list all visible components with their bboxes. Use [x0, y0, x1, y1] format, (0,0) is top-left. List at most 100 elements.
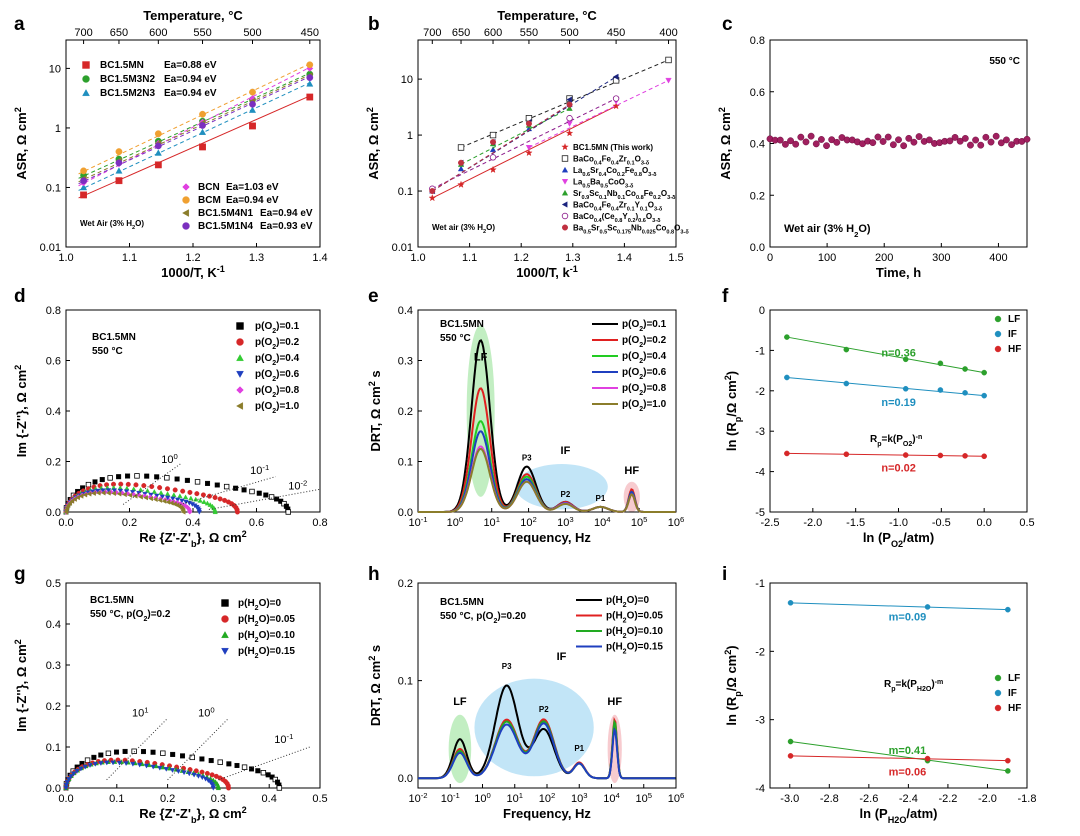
data-point: [191, 772, 197, 778]
data-point: [164, 486, 170, 492]
data-point: [80, 191, 87, 199]
legend-ea: Ea=0.94 eV: [260, 208, 313, 219]
data-point: [199, 122, 206, 129]
top-tick-label: 450: [301, 27, 319, 39]
legend-label: p(O2)=1.0: [255, 401, 300, 415]
data-point: [249, 88, 256, 96]
data-point: [199, 769, 205, 775]
data-point: [133, 482, 139, 488]
slope-label: m=0.06: [889, 767, 927, 779]
data-point: [902, 452, 909, 458]
data-point: [263, 492, 269, 498]
x-tick-label: -2.0: [978, 793, 997, 805]
legend-marker: [182, 196, 190, 204]
data-point: [1003, 136, 1010, 144]
legend-marker: [82, 89, 90, 97]
data-point: [937, 387, 944, 393]
data-point: [902, 385, 909, 392]
legend-marker: [561, 142, 569, 151]
legend-label: p(O2)=0.2: [255, 337, 300, 351]
legend-label: p(O2)=0.8: [622, 383, 667, 397]
data-point: [91, 754, 97, 760]
legend-marker: [221, 615, 229, 623]
legend-marker: [561, 155, 569, 162]
x-tick-label: 1.1: [462, 252, 477, 264]
data-point: [114, 749, 120, 755]
data-point: [65, 502, 71, 509]
top-tick-label: 500: [560, 27, 578, 39]
y-tick-label: 0.2: [398, 578, 413, 590]
plot-frame: [769, 582, 1028, 789]
legend-marker: [82, 61, 90, 69]
series-HF: [787, 753, 1011, 764]
data-point: [180, 488, 186, 494]
data-point: [784, 374, 790, 381]
data-point: [489, 165, 497, 173]
data-point: [80, 167, 87, 175]
x-tick-label: -2.6: [859, 793, 878, 805]
data-point: [962, 453, 968, 459]
legend-marker: [562, 224, 569, 231]
legend-marker: [236, 402, 244, 410]
data-point: [163, 767, 169, 772]
x-tick-label: 100: [447, 515, 464, 530]
data-point: [900, 142, 908, 150]
top-tick-label: 550: [193, 27, 211, 39]
data-point: [306, 74, 314, 82]
peak-label: P3: [522, 453, 532, 462]
frequency-label: 10-1: [274, 731, 293, 746]
panel-b: b 1.0 1.1 1.2 1.3 1.4 1.5 0.01 0.1 1 10 700 650 600 55…: [365, 8, 689, 280]
data-point: [956, 137, 964, 145]
data-point: [782, 140, 789, 148]
data-point: [87, 763, 93, 768]
x-tick-label: 102: [520, 515, 537, 530]
top-tick-label: 700: [423, 27, 441, 39]
data-point: [962, 390, 968, 396]
data-point: [797, 133, 805, 141]
x-tick-label: 10-1: [441, 791, 460, 806]
data-point: [981, 453, 987, 460]
legend-label: p(H2O)=0: [238, 598, 282, 612]
y-tick-label: 0.01: [392, 242, 413, 254]
data-point: [98, 761, 104, 766]
frequency-label: 10-1: [250, 463, 269, 478]
legend-marker: [994, 330, 1002, 338]
x-tick-label: 1.0: [58, 252, 73, 264]
panel-c: c 0 100 200 300 400 0.0 0.2 0.4 0.6 0.8 Time, h ASR,…: [717, 14, 1031, 280]
data-point: [249, 488, 255, 495]
y-tick-label: 0: [759, 305, 765, 317]
panel-label: c: [722, 14, 733, 35]
data-point: [140, 749, 146, 755]
data-point: [843, 380, 850, 387]
data-point: [884, 133, 892, 141]
fit-line: [790, 602, 1008, 611]
legend-marker: [236, 386, 244, 394]
panel-label: g: [14, 564, 26, 585]
data-point: [223, 483, 230, 490]
legend-label: BC1.5M3N2: [100, 74, 155, 85]
series-b-1: [457, 56, 672, 151]
top-tick-label: 600: [149, 27, 167, 39]
legend-marker: [236, 338, 244, 346]
panel-subtitle: 550 °C: [440, 333, 471, 344]
panel-title: BC1.5MN: [440, 597, 484, 608]
data-point: [182, 494, 189, 500]
x-tick-label: 104: [603, 791, 620, 806]
data-point: [787, 600, 794, 606]
fit-line: [528, 79, 669, 148]
legend-marker: [182, 183, 190, 191]
data-point: [171, 492, 177, 497]
legend-label: BC1.5M4N1: [198, 208, 253, 219]
legend-ea: Ea=0.94 eV: [164, 88, 217, 99]
data-point: [138, 494, 143, 500]
y-tick-label: 0.6: [46, 356, 61, 368]
frequency-label: 100: [161, 451, 178, 466]
panel-label: b: [368, 14, 380, 35]
data-point: [143, 495, 148, 501]
data-point: [69, 498, 75, 504]
data-point: [169, 768, 176, 773]
panel-label: h: [368, 564, 380, 585]
data-point: [1008, 141, 1015, 149]
data-point: [249, 100, 256, 108]
